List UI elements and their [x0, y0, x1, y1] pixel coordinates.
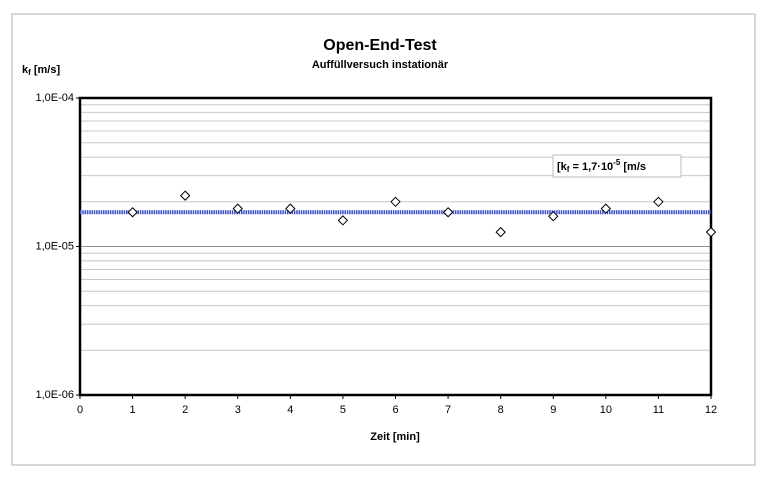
- x-tick-label: 5: [340, 404, 346, 416]
- chart-border: [11, 13, 756, 466]
- x-tick-label: 1: [130, 404, 136, 416]
- point: [285, 203, 296, 214]
- y-label-part: [m/s]: [31, 64, 61, 76]
- x-tick-label: 10: [600, 404, 612, 416]
- annotation-part: -5: [613, 158, 621, 167]
- y-tick-label: 1,0E-06: [35, 389, 74, 401]
- point: [232, 203, 243, 214]
- point: [127, 207, 138, 218]
- x-tick-label: 6: [392, 404, 398, 416]
- annotation-part: [k: [557, 161, 568, 173]
- plot-area: [78, 96, 713, 397]
- x-tick-label: 2: [182, 404, 188, 416]
- x-tick-label: 0: [77, 404, 83, 416]
- x-tick-label: 11: [653, 404, 664, 416]
- x-tick-label: 9: [550, 404, 556, 416]
- point: [600, 203, 612, 214]
- x-tick-label: 12: [705, 404, 717, 416]
- point: [390, 196, 401, 208]
- annotation-part: = 1,7·10: [569, 161, 613, 173]
- x-tick-label: 8: [498, 404, 504, 416]
- y-label-sub: f: [28, 68, 31, 77]
- point: [337, 215, 349, 226]
- point: [548, 210, 559, 222]
- chart-subtitle: Auffüllversuch instationär: [312, 59, 449, 71]
- x-tick-label: 4: [287, 404, 293, 416]
- y-tick-label: 1,0E-04: [35, 92, 74, 104]
- point: [653, 196, 664, 208]
- y-axis-label: kf [m/s]: [22, 64, 60, 77]
- chart-title: Open-End-Test: [323, 37, 437, 54]
- annotation-part: f: [567, 165, 570, 174]
- point: [179, 190, 191, 201]
- point: [495, 226, 506, 238]
- annotation: [kf = 1,7·10-5 [m/s: [557, 158, 646, 174]
- x-tick-label: 3: [235, 404, 241, 416]
- y-tick-label: 1,0E-05: [35, 240, 74, 252]
- point: [442, 207, 454, 218]
- y-label-part: k: [22, 64, 29, 76]
- annotation-part: [m/s: [620, 161, 646, 173]
- annotation-box: [552, 154, 682, 178]
- x-axis-label: Zeit [min]: [370, 431, 420, 443]
- point: [705, 226, 717, 238]
- x-tick-label: 7: [445, 404, 451, 416]
